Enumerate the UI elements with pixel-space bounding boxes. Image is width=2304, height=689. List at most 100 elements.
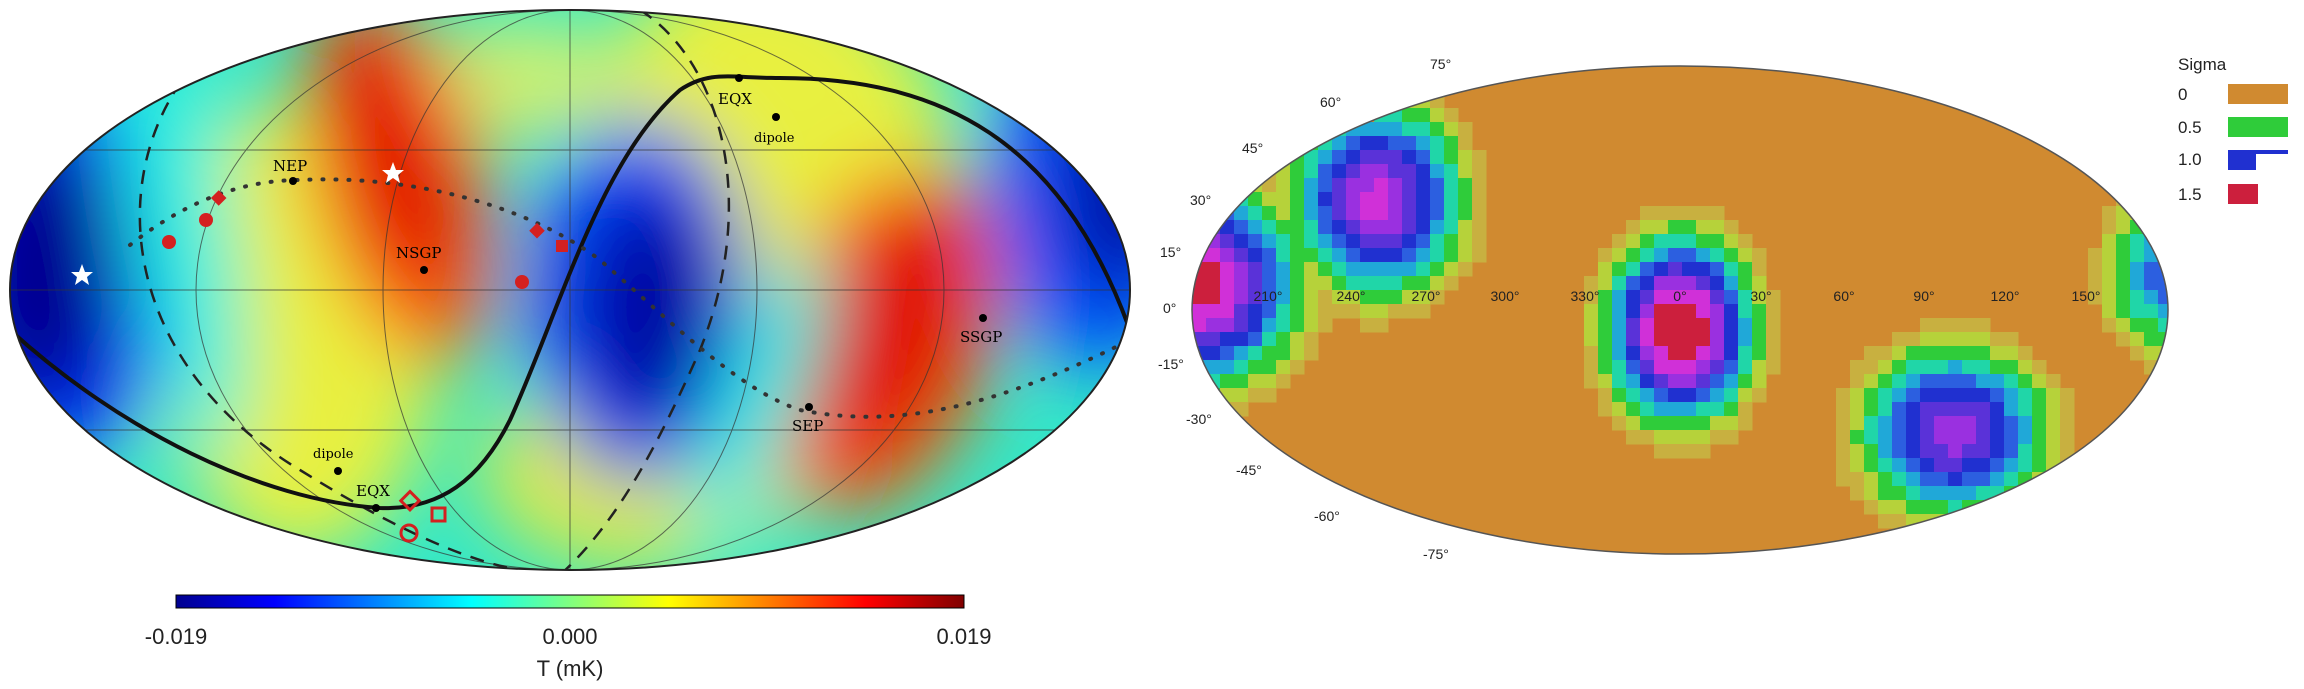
- sigma-cell: [2130, 304, 2145, 319]
- sigma-cell: [2060, 430, 2075, 445]
- sigma-cell: [1262, 360, 1277, 375]
- colorbar-unit-label: T (mK): [537, 656, 604, 681]
- sigma-cell: [1304, 150, 1319, 165]
- sigma-cell: [1738, 304, 1753, 319]
- sigma-legend: Sigma 0 0.5 1.0 1.5: [2178, 55, 2288, 204]
- sigma-cell: [1724, 388, 1739, 403]
- sigma-cell: [1962, 346, 1977, 361]
- sigma-cell: [1654, 444, 1669, 459]
- sigma-cell: [1360, 206, 1375, 221]
- sigma-cell: [1752, 318, 1767, 333]
- sigma-cell: [1612, 346, 1627, 361]
- sigma-cell: [1318, 150, 1333, 165]
- sigma-cell: [1682, 304, 1697, 319]
- sigma-cell: [1332, 304, 1347, 319]
- sigma-cell: [1612, 248, 1627, 263]
- sigma-cell: [2032, 374, 2047, 389]
- dipole-top-point: [772, 113, 780, 121]
- sigma-cell: [1416, 108, 1431, 123]
- sigma-cell: [1584, 318, 1599, 333]
- sigma-cell: [1304, 332, 1319, 347]
- sigma-cell: [1654, 374, 1669, 389]
- sigma-cell: [1892, 416, 1907, 431]
- sigma-cell: [1850, 402, 1865, 417]
- sigma-cell: [1668, 262, 1683, 277]
- sigma-cell: [1710, 248, 1725, 263]
- sigma-cell: [1206, 304, 1221, 319]
- sigma-cell: [1584, 360, 1599, 375]
- sigma-cell: [1668, 290, 1683, 305]
- sigma-cell: [1654, 416, 1669, 431]
- sigma-cell: [2018, 402, 2033, 417]
- sigma-cell: [1906, 346, 1921, 361]
- white-star-marker: [71, 264, 93, 285]
- sigma-cell: [1430, 234, 1445, 249]
- sigma-cell: [2004, 332, 2019, 347]
- sigma-cell: [1598, 332, 1613, 347]
- sigma-cell: [1598, 318, 1613, 333]
- sigma-cell: [1976, 430, 1991, 445]
- sigma-cell: [1458, 234, 1473, 249]
- sigma-cell: [1836, 444, 1851, 459]
- sigma-cell: [1976, 374, 1991, 389]
- sigma-cell: [1290, 262, 1305, 277]
- sigma-cell: [1262, 318, 1277, 333]
- sigma-cell: [1402, 192, 1417, 207]
- sigma-cell: [1836, 458, 1851, 473]
- sigma-cell: [1416, 262, 1431, 277]
- sigma-cell: [2158, 332, 2168, 347]
- sigma-cell: [1738, 318, 1753, 333]
- sigma-cell: [1220, 374, 1235, 389]
- sigma-cell: [1402, 248, 1417, 263]
- eqx-bottom-point: [372, 504, 380, 512]
- sigma-cell: [1696, 402, 1711, 417]
- sigma-cell: [1430, 276, 1445, 291]
- sigma-cell: [1444, 136, 1459, 151]
- sigma-cell: [1318, 164, 1333, 179]
- sigma-cell: [1682, 388, 1697, 403]
- sigma-cell: [2088, 276, 2103, 291]
- sigma-cell: [1878, 430, 1893, 445]
- sigma-cell: [1906, 472, 1921, 487]
- sigma-cell: [1290, 290, 1305, 305]
- open-circle-marker: [399, 523, 419, 543]
- label-dipole-top: dipole: [754, 131, 795, 146]
- sigma-cell: [1948, 472, 1963, 487]
- sigma-cell: [1346, 150, 1361, 165]
- sigma-cell: [1962, 374, 1977, 389]
- sigma-cell: [2102, 276, 2117, 291]
- sigma-cell: [1738, 290, 1753, 305]
- lat-label: 60°: [1320, 94, 1341, 110]
- sigma-cell: [1626, 318, 1641, 333]
- sigma-cell: [1920, 374, 1935, 389]
- lon-label: 210°: [1254, 288, 1283, 304]
- sigma-cell: [2046, 416, 2061, 431]
- sigma-cell: [2004, 388, 2019, 403]
- sigma-cell: [1248, 388, 1263, 403]
- label-nsgp: NSGP: [396, 244, 441, 262]
- sigma-cell: [1290, 234, 1305, 249]
- sigma-cell: [1696, 360, 1711, 375]
- sigma-cell: [1878, 360, 1893, 375]
- sigma-cell: [1374, 276, 1389, 291]
- sigma-cell: [1388, 122, 1403, 137]
- sigma-cell: [1934, 346, 1949, 361]
- sigma-cell: [1990, 388, 2005, 403]
- lon-label: 330°: [1571, 288, 1600, 304]
- sigma-cell: [1962, 360, 1977, 375]
- sigma-cell: [1920, 402, 1935, 417]
- sigma-cell: [1920, 416, 1935, 431]
- sigma-cell: [1990, 360, 2005, 375]
- sigma-cell: [1668, 276, 1683, 291]
- sigma-cell: [1374, 262, 1389, 277]
- sigma-cell: [1262, 178, 1277, 193]
- sigma-cell: [1850, 486, 1865, 501]
- sigma-cell: [1654, 388, 1669, 403]
- sigma-cell: [1192, 318, 1207, 333]
- sigma-cell: [1262, 262, 1277, 277]
- sigma-cell: [1262, 234, 1277, 249]
- sigma-cell: [1276, 178, 1291, 193]
- sigma-cell: [1920, 458, 1935, 473]
- sigma-cell: [1430, 262, 1445, 277]
